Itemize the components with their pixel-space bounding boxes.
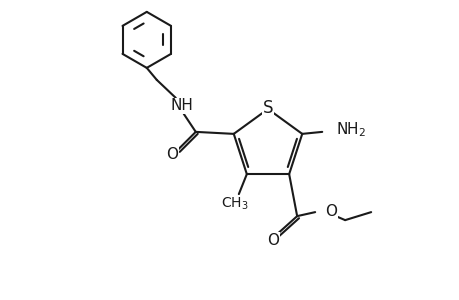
Text: O: O [165, 147, 177, 162]
Text: CH$_3$: CH$_3$ [220, 196, 248, 212]
Text: S: S [262, 99, 273, 117]
Text: O: O [267, 232, 279, 247]
Text: NH: NH [170, 98, 193, 113]
Text: O: O [325, 204, 336, 219]
Text: NH$_2$: NH$_2$ [336, 121, 366, 139]
